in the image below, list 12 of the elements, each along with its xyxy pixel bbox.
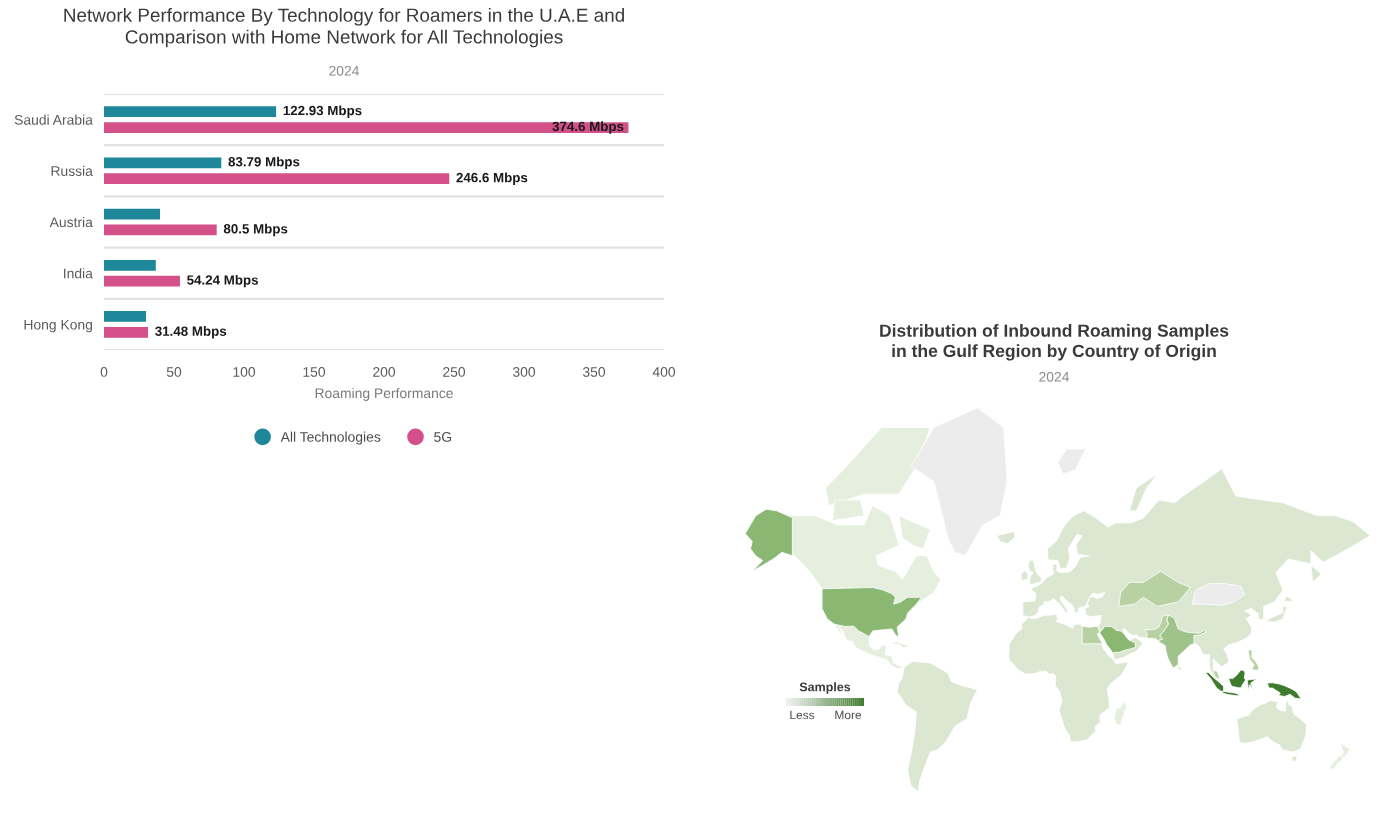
bar <box>104 224 217 236</box>
bar <box>104 106 277 118</box>
bar <box>104 157 222 169</box>
text: Distribution of Inbound Roaming Samples in the Gulf Region by Country of Origin <box>880 324 1229 361</box>
bar <box>104 208 160 220</box>
bar <box>104 326 149 338</box>
bar <box>104 173 450 185</box>
bar <box>104 275 180 287</box>
bar <box>104 311 146 322</box>
bar <box>104 122 629 133</box>
chart-title: Network Performance By Technology for Roamers in the U.A.E and Comparison with Home Network for All Technologies <box>64 8 624 48</box>
bar <box>104 259 156 271</box>
